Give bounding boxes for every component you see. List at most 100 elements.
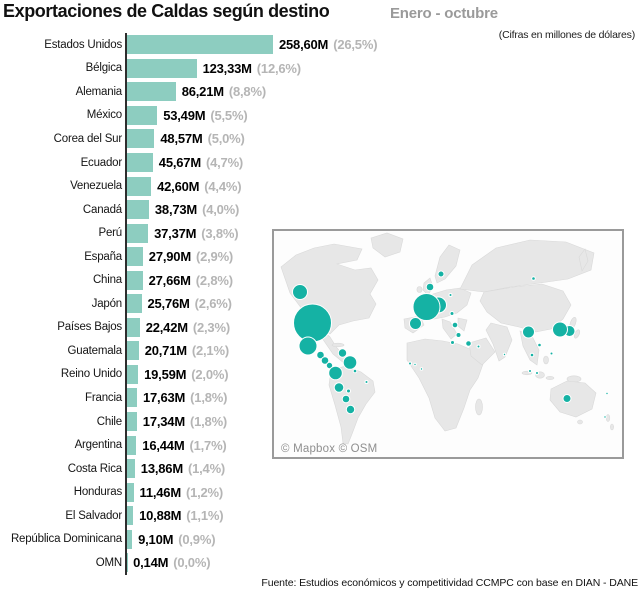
bar[interactable] — [127, 459, 135, 479]
map-bubble[interactable] — [413, 362, 417, 367]
map-bubble[interactable] — [293, 303, 332, 343]
map-bubble[interactable] — [522, 325, 535, 339]
map-bubble[interactable] — [450, 340, 455, 345]
map-bubble[interactable] — [412, 293, 441, 321]
country-label: Costa Rica — [67, 462, 122, 475]
map-bubble[interactable] — [537, 342, 542, 348]
bar[interactable] — [127, 35, 273, 55]
bar-row: OMN 0,14M (0,0%) — [0, 551, 640, 575]
map-bubble[interactable] — [502, 352, 507, 357]
bar[interactable] — [127, 200, 149, 220]
map-bubble[interactable] — [425, 282, 435, 292]
bar[interactable] — [127, 58, 197, 78]
map-bubble[interactable] — [320, 356, 330, 365]
bar[interactable] — [127, 412, 137, 432]
map-bubble[interactable] — [603, 415, 607, 419]
country-label: Alemania — [75, 85, 123, 98]
bar[interactable] — [127, 435, 137, 455]
map-bubble[interactable] — [528, 369, 532, 373]
bar[interactable] — [127, 388, 137, 408]
value-label: 45,67M — [158, 155, 201, 170]
map-bubble[interactable] — [535, 371, 539, 375]
map-bubble[interactable] — [333, 382, 345, 393]
bar[interactable] — [127, 247, 143, 267]
world-map-land — [280, 232, 614, 445]
map-bubble[interactable] — [298, 336, 318, 356]
map-bubble[interactable] — [562, 394, 572, 403]
map-bubble[interactable] — [448, 293, 453, 297]
map-bubble[interactable] — [419, 367, 424, 371]
map-bubble[interactable] — [341, 394, 351, 404]
page-title: Exportaciones de Caldas según destino — [3, 1, 330, 21]
map-bubble[interactable] — [549, 351, 554, 356]
map-bubble[interactable] — [449, 311, 455, 316]
percent-label: (2,1%) — [191, 343, 229, 359]
bar[interactable] — [127, 176, 152, 196]
percent-label: (8,8%) — [228, 84, 266, 100]
map-bubble[interactable] — [342, 355, 358, 370]
map-bubble[interactable] — [408, 361, 412, 366]
map-bubble[interactable] — [345, 404, 356, 415]
map-bubble[interactable] — [409, 317, 422, 330]
map-bubble[interactable] — [465, 340, 472, 347]
value-label: 123,33M — [202, 60, 252, 76]
value-label: 27,66M — [148, 272, 191, 288]
map-bubble[interactable] — [352, 368, 358, 374]
map-bubble[interactable] — [325, 361, 334, 370]
value-label: 258,60M — [279, 37, 329, 53]
value-label: 9,10M — [138, 531, 174, 547]
map-bubble[interactable] — [328, 365, 343, 381]
bar[interactable] — [127, 364, 139, 384]
map-bubble[interactable] — [292, 284, 308, 300]
bar-row: Costa Rica 13,86M (1,4%) — [0, 457, 640, 481]
bar[interactable] — [127, 153, 153, 172]
map-bubble[interactable] — [531, 276, 536, 281]
map-bubble[interactable] — [364, 380, 369, 384]
bar[interactable] — [127, 294, 142, 314]
map-bubble[interactable] — [605, 391, 609, 396]
country-label: Guatemala — [67, 344, 123, 357]
map-bubbles-layer — [292, 270, 609, 419]
value-label: 48,57M — [160, 131, 203, 147]
bar[interactable] — [127, 506, 134, 526]
country-label: Países Bajos — [57, 321, 122, 334]
map-bubble[interactable] — [437, 270, 445, 278]
map-bubble[interactable] — [455, 332, 462, 338]
map-attribution[interactable]: © Mapbox © OSM — [281, 443, 378, 455]
bar[interactable] — [127, 482, 134, 502]
percent-label: (12,6%) — [256, 60, 301, 76]
map-bubble[interactable] — [529, 352, 535, 358]
country-label: México — [86, 109, 122, 122]
bar-row: Chile 17,34M (1,8%) — [0, 410, 640, 434]
bar[interactable] — [127, 317, 140, 337]
chart-axis-line — [125, 33, 127, 575]
bar-row: Bélgica 123,33M (12,6%) — [0, 57, 640, 81]
bar[interactable] — [127, 82, 176, 102]
percent-label: (2,8%) — [195, 272, 233, 288]
bar-row: España 27,90M (2,9%) — [0, 245, 640, 269]
bar-row: Canadá 38,73M (4,0%) — [0, 198, 640, 222]
country-label: Estados Unidos — [44, 38, 122, 51]
bar[interactable] — [127, 129, 155, 149]
map-bubble[interactable] — [552, 321, 568, 338]
map-bubble[interactable] — [451, 321, 459, 329]
bar[interactable] — [127, 529, 133, 549]
bar-row: Alemania 86,21M (8,8%) — [0, 80, 640, 104]
bar[interactable] — [127, 105, 158, 125]
source-note: Fuente: Estudios económicos y competitiv… — [261, 577, 638, 589]
map-bubble[interactable] — [316, 350, 325, 360]
map-bubble[interactable] — [337, 348, 348, 358]
percent-label: (3,8%) — [201, 225, 239, 241]
bar[interactable] — [127, 270, 143, 290]
bar-row: Reino Unido 19,59M (2,0%) — [0, 363, 640, 387]
percent-label: (5,5%) — [210, 107, 248, 123]
value-label: 20,71M — [144, 343, 187, 359]
percent-label: (1,4%) — [187, 461, 226, 477]
map-bubble[interactable] — [346, 388, 351, 394]
bar[interactable] — [127, 341, 139, 361]
bar[interactable] — [127, 223, 149, 243]
bar-row: Estados Unidos 258,60M (26,5%) — [0, 33, 640, 57]
country-label: Reino Unido — [60, 368, 122, 381]
country-label: Ecuador — [80, 156, 123, 169]
map-bubble[interactable] — [476, 344, 481, 349]
